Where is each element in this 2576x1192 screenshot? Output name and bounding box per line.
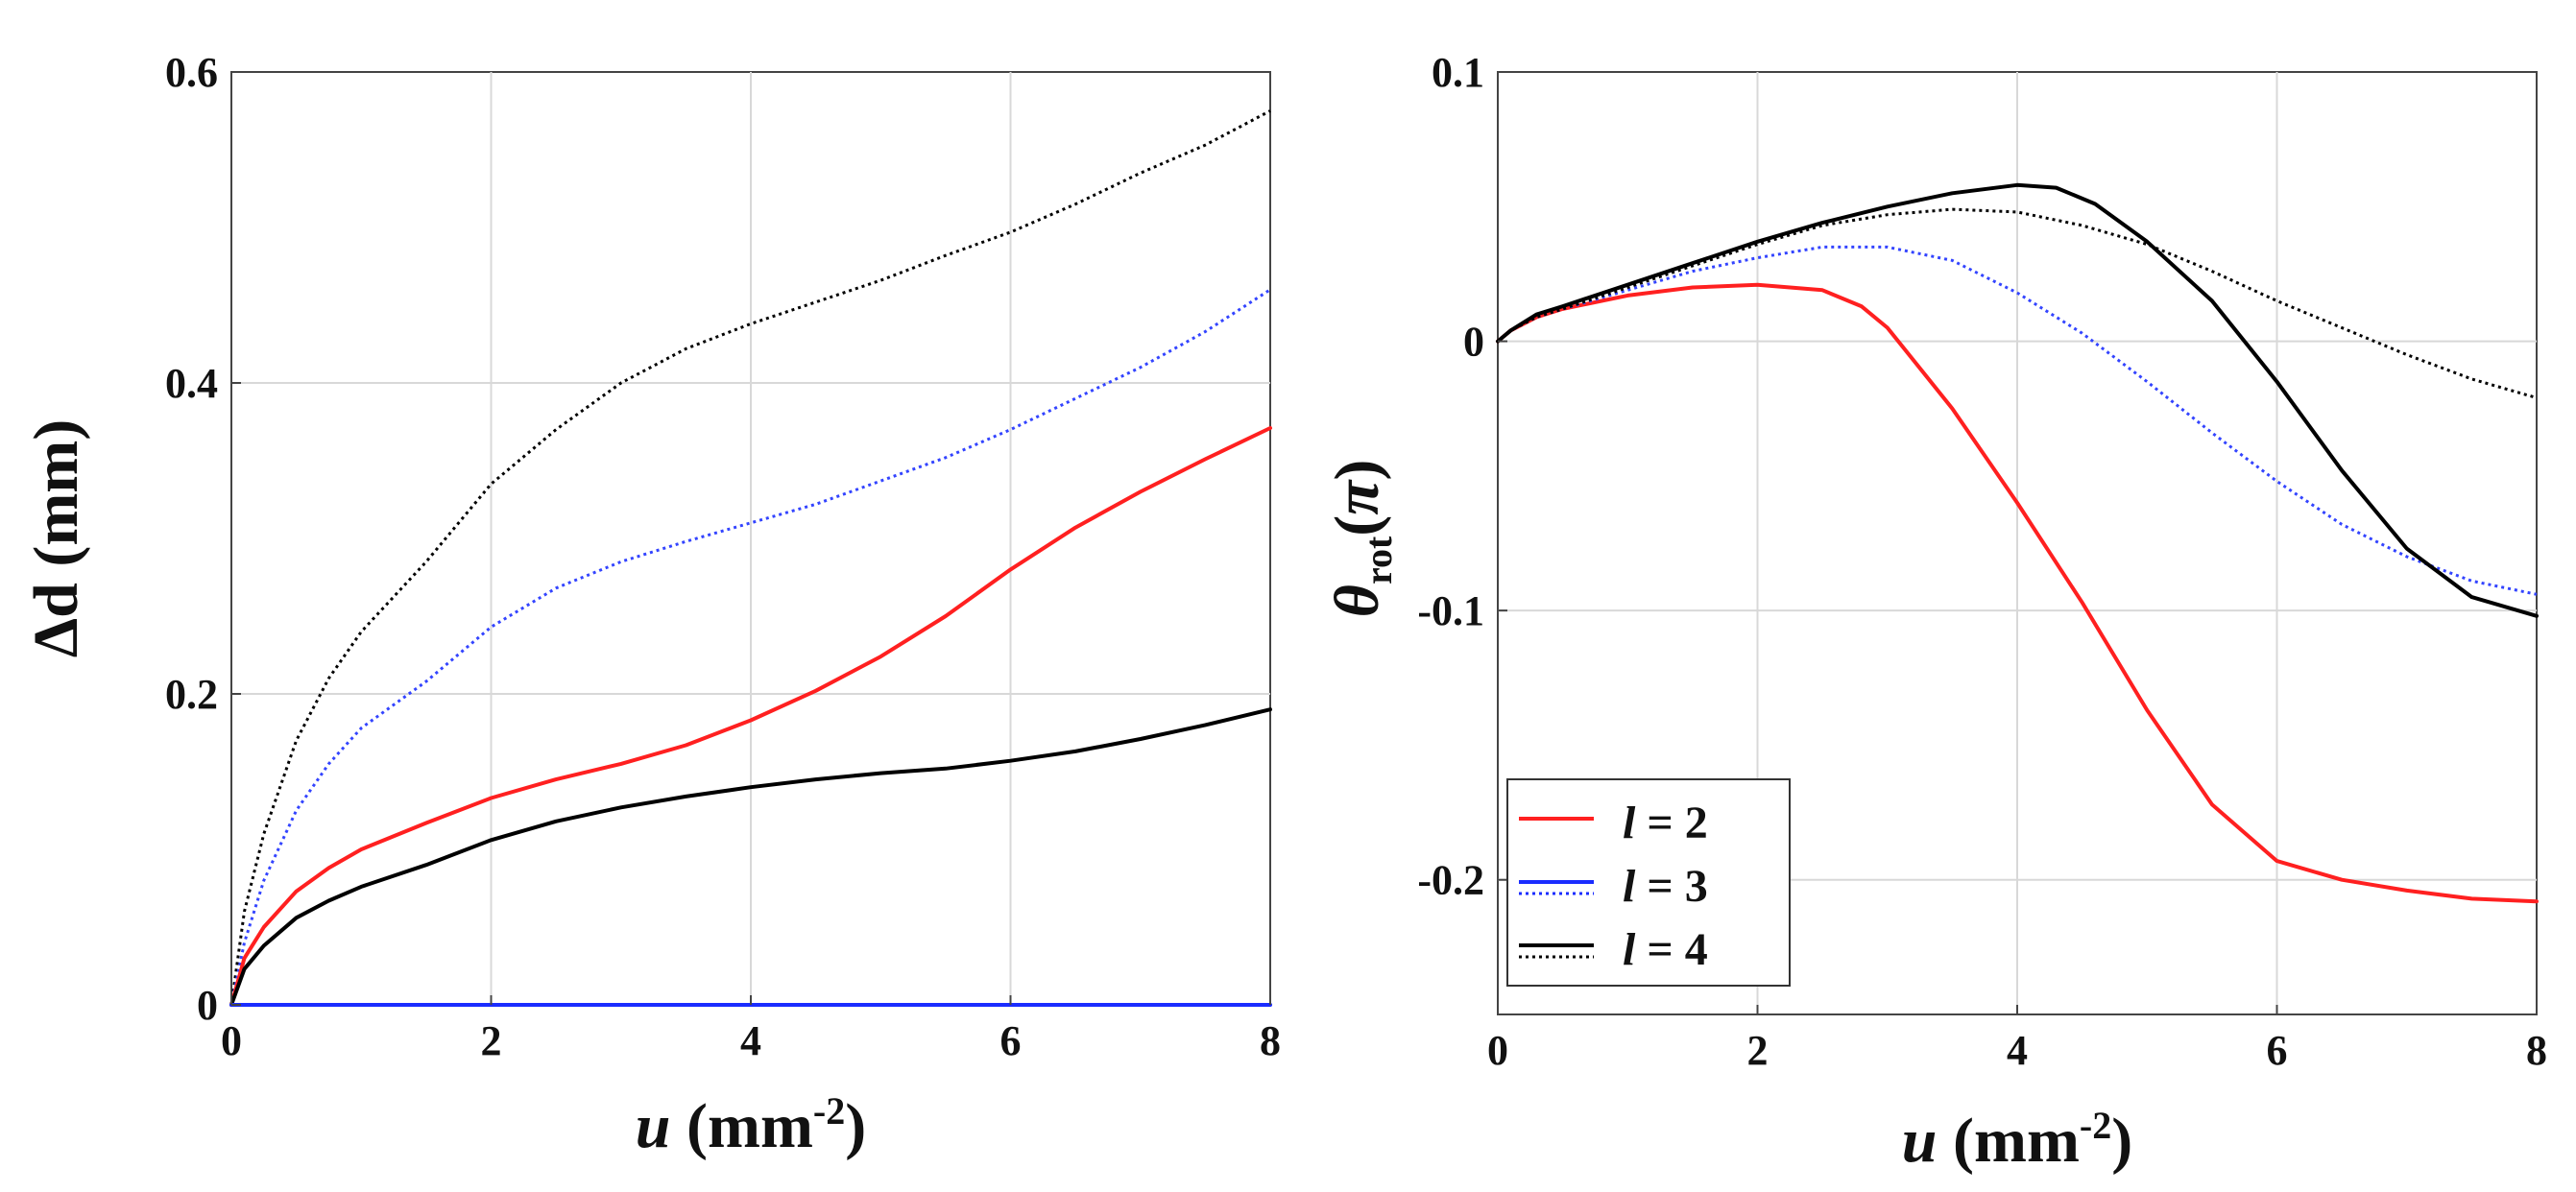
legend-label: l = 4 bbox=[1623, 924, 1708, 975]
left-x-tick-label: 8 bbox=[1260, 1017, 1281, 1064]
right-series-l-3-dotted bbox=[1497, 245, 2538, 596]
right-chart: 0 2 4 6 8 -0.2 -0.1 0 0.1 θrot(π) u (mm-2) l = 2… bbox=[1322, 49, 2547, 1176]
left-x-label-close: ) bbox=[845, 1091, 866, 1161]
left-series-l-3-dotted bbox=[229, 288, 1271, 1006]
left-y-tick-label: 0.4 bbox=[165, 360, 218, 407]
legend-label-var: l bbox=[1623, 861, 1636, 912]
left-x-axis-label: u (mm-2) bbox=[636, 1089, 866, 1161]
legend-item: l = 3 bbox=[1519, 861, 1708, 912]
right-y-label-open: ( bbox=[1322, 515, 1392, 536]
left-x-tick-label: 0 bbox=[221, 1017, 242, 1064]
left-x-tick-label: 6 bbox=[1000, 1017, 1022, 1064]
right-y-label-sym: θ bbox=[1322, 584, 1392, 617]
right-y-axis-label: θrot(π) bbox=[1322, 460, 1400, 618]
right-y-tick-label: 0.1 bbox=[1432, 49, 1484, 96]
legend-item: l = 2 bbox=[1519, 798, 1708, 848]
right-series-l-2 bbox=[1496, 282, 2539, 904]
legend-label-value: = 2 bbox=[1635, 798, 1707, 848]
right-y-tick-label: -0.1 bbox=[1417, 587, 1484, 634]
left-x-tick-label: 4 bbox=[740, 1017, 761, 1064]
left-y-tick-label: 0 bbox=[197, 982, 218, 1029]
legend-label-value: = 3 bbox=[1635, 861, 1707, 912]
right-ticks: 0 2 4 6 8 -0.2 -0.1 0 0.1 bbox=[1417, 49, 2547, 1074]
right-x-tick-label: 6 bbox=[2267, 1027, 2288, 1074]
right-x-tick-label: 8 bbox=[2526, 1027, 2547, 1074]
right-series-l-4 bbox=[1496, 182, 2539, 618]
left-x-tick-label: 2 bbox=[481, 1017, 502, 1064]
right-x-tick-label: 0 bbox=[1487, 1027, 1508, 1074]
left-x-label-unit: (mm bbox=[670, 1091, 812, 1161]
right-x-label-unit: (mm bbox=[1937, 1106, 2079, 1176]
legend-label-value: = 4 bbox=[1635, 924, 1707, 975]
left-y-tick-label: 0.6 bbox=[165, 49, 218, 96]
right-x-tick-label: 2 bbox=[1747, 1027, 1769, 1074]
left-x-label-exp: -2 bbox=[813, 1089, 845, 1132]
right-x-label-var: u bbox=[1902, 1106, 1938, 1176]
right-x-axis-label: u (mm-2) bbox=[1902, 1104, 2132, 1176]
right-y-label-pi: π bbox=[1322, 479, 1392, 515]
right-series-l-4-dotted bbox=[1497, 207, 2538, 399]
right-x-label-close: ) bbox=[2111, 1106, 2132, 1176]
legend-item: l = 4 bbox=[1519, 924, 1708, 975]
right-y-tick-label: 0 bbox=[1463, 319, 1484, 366]
left-chart: 0 2 4 6 8 0 0.2 0.4 0.6 Δd (mm) u (mm-2) bbox=[21, 49, 1281, 1161]
left-grid bbox=[231, 72, 1270, 1005]
right-x-label-exp: -2 bbox=[2080, 1104, 2111, 1147]
left-series-l-2 bbox=[229, 426, 1272, 1007]
right-y-tick-label: -0.2 bbox=[1417, 857, 1484, 904]
left-series-l-4 bbox=[229, 707, 1272, 1007]
legend: l = 2l = 3l = 4 bbox=[1506, 778, 1791, 987]
left-y-axis-label: Δd (mm) bbox=[21, 419, 91, 658]
right-x-tick-label: 4 bbox=[2007, 1027, 2028, 1074]
legend-label-var: l bbox=[1623, 924, 1636, 975]
right-series bbox=[1496, 182, 2539, 904]
left-y-tick-label: 0.2 bbox=[165, 671, 218, 718]
right-y-label-close: ) bbox=[1322, 460, 1392, 481]
left-x-label-var: u bbox=[636, 1091, 671, 1161]
legend-label: l = 3 bbox=[1623, 861, 1708, 912]
left-ticks: 0 2 4 6 8 0 0.2 0.4 0.6 bbox=[165, 49, 1281, 1064]
legend-label-var: l bbox=[1623, 798, 1636, 848]
left-series-l-4-dotted bbox=[229, 109, 1271, 1006]
legend-label: l = 2 bbox=[1623, 798, 1708, 848]
right-y-label-sub: rot bbox=[1357, 536, 1400, 584]
